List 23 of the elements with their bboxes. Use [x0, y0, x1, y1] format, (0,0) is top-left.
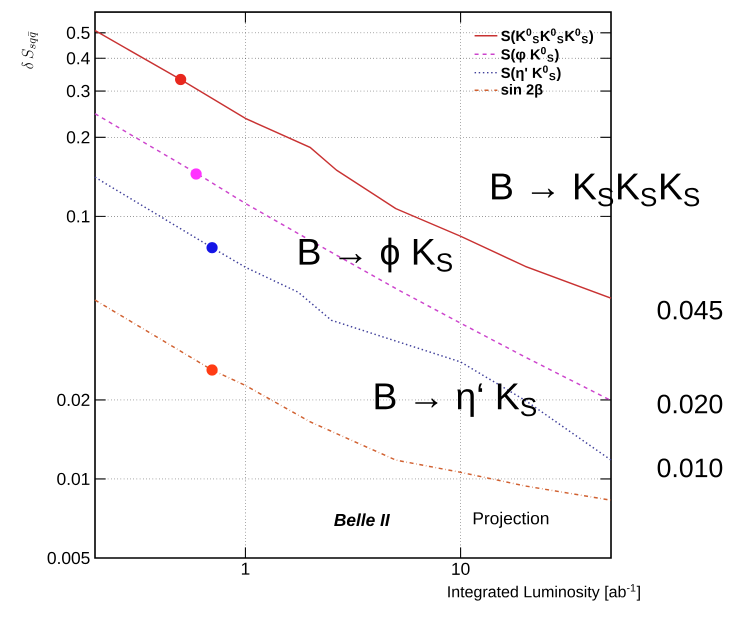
- x-axis-title: Integrated Luminosity [ab$^{-1}$]: [448, 584, 640, 601]
- y-tick-label: 0.005: [48, 552, 90, 564]
- text: S(K$^{0}$$_{S}$K$^{0}$$_{S}$K$^{0}$$_{S}$): [501, 28, 594, 44]
- y-tick-label: 0.1: [66, 210, 90, 222]
- legend-label: S(φ K$^{0}$$_{S}$): [501, 46, 559, 62]
- annotation: B → η‘ K$_{S}$: [376, 384, 536, 417]
- y-axis-title: $\delta\, S_{sq\bar{q}}$: [22, 32, 38, 69]
- y-tick-label: 0.01: [57, 472, 90, 486]
- annotation: Belle II: [334, 513, 390, 526]
- text: 0.020: [658, 394, 722, 414]
- text: 0.010: [658, 458, 722, 478]
- x-tick-label: 10: [452, 562, 470, 575]
- legend-label: sin 2β: [501, 84, 543, 98]
- y-tick-label: 0.02: [57, 394, 90, 406]
- annotation: B → ϕ K$_{S}$: [300, 238, 452, 272]
- y-tick-label: 0.2: [66, 131, 90, 144]
- y-tick-label: 0.3: [66, 84, 90, 98]
- annotation: Projection: [474, 512, 548, 528]
- text: 0.045: [658, 300, 722, 320]
- y-tick-label: 0.4: [66, 52, 90, 64]
- x-tick-label: 1: [242, 562, 250, 575]
- y-tick-label: 0.5: [66, 26, 90, 39]
- legend-label: S(η' K$^{0}$$_{S}$): [501, 65, 561, 81]
